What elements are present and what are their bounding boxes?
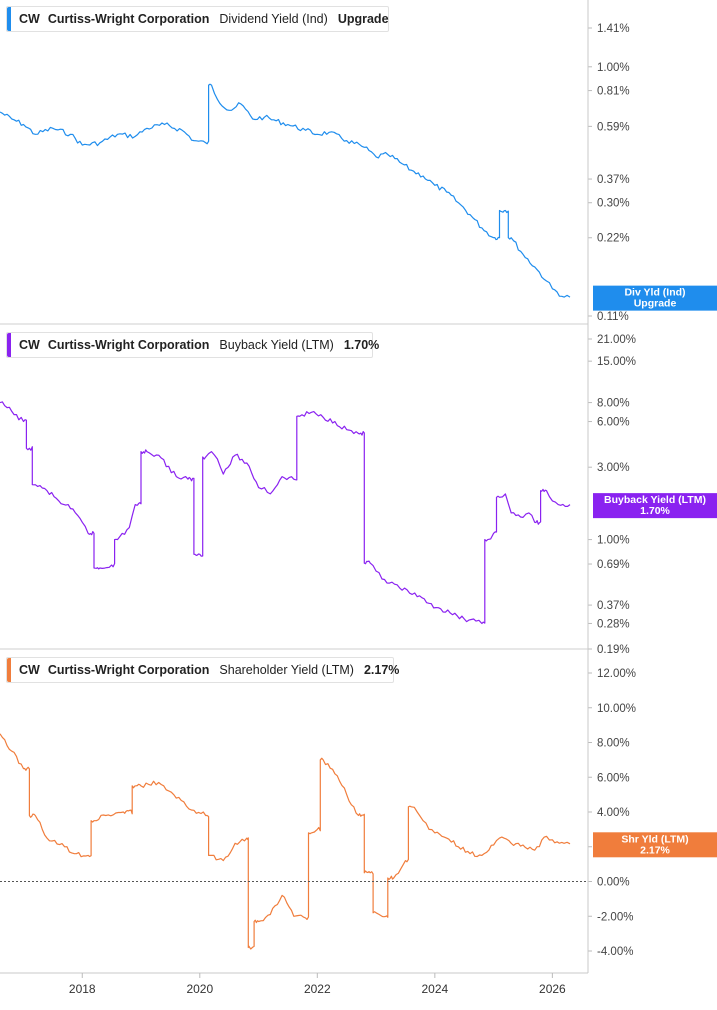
shareholder-panel-header[interactable]: CW Curtiss-Wright Corporation Shareholde…	[6, 657, 399, 683]
buyback-ticker: CW	[19, 338, 40, 352]
buyback-y-tick-label: 6.00%	[597, 417, 630, 429]
shareholder-series-line	[0, 733, 571, 950]
dividend-y-tick-label: 0.81%	[597, 86, 630, 98]
buyback-badge-bg	[593, 493, 717, 519]
dividend-y-tick-label: 0.11%	[597, 311, 629, 323]
x-tick-label: 2022	[304, 982, 331, 996]
buyback-y-tick-label: 0.19%	[597, 644, 630, 656]
buyback-color-bar	[7, 333, 11, 357]
dividend-badge-bg	[593, 285, 717, 311]
dividend-y-tick-label: 1.00%	[597, 62, 630, 74]
buyback-badge-line2: 1.70%	[640, 505, 670, 517]
dividend-badge-line2: Upgrade	[634, 298, 677, 310]
shareholder-y-tick-label: 8.00%	[597, 738, 630, 750]
buyback-y-tick-label: 1.00%	[597, 535, 630, 547]
shareholder-y-tick-label: 0.00%	[597, 877, 630, 889]
buyback-y-tick-label: 3.00%	[597, 462, 630, 474]
shareholder-company: Curtiss-Wright Corporation	[47, 663, 210, 677]
buyback-y-tick-label: 21.00%	[597, 334, 636, 346]
x-tick-label: 2024	[421, 982, 448, 996]
dividend-y-tick-label: 0.37%	[597, 174, 630, 186]
shareholder-y-tick-label: -2.00%	[597, 911, 633, 923]
dividend-y-tick-label: 0.22%	[597, 233, 630, 245]
buyback-y-tick-label: 0.28%	[597, 618, 630, 630]
buyback-metric: Buyback Yield (LTM)	[219, 338, 334, 352]
dividend-y-tick-label: 1.41%	[597, 23, 630, 35]
x-tick-label: 2020	[186, 982, 213, 996]
buyback-value-badge: Buyback Yield (LTM)1.70%	[593, 493, 717, 519]
buyback-y-tick-label: 0.37%	[597, 600, 630, 612]
dividend-series-line	[0, 83, 571, 298]
shareholder-y-tick-label: 12.00%	[597, 668, 636, 680]
shareholder-badge-bg	[593, 832, 717, 858]
buyback-y-tick-label: 15.00%	[597, 356, 636, 368]
axis-layer: 1.41% 1.00% 0.81% 0.59% 0.37% 0.30% 0.22% 0.11%…	[0, 0, 636, 996]
x-tick-label: 2018	[69, 982, 96, 996]
shareholder-y-tick-label: 4.00%	[597, 807, 630, 819]
shareholder-value-badge: Shr Yld (LTM)2.17%	[593, 832, 717, 858]
dividend-ticker: CW	[19, 12, 40, 26]
x-tick-label: 2026	[539, 982, 566, 996]
shareholder-color-bar	[7, 658, 11, 682]
shareholder-value: 2.17%	[363, 663, 400, 677]
buyback-badge-line1: Buyback Yield (LTM)	[604, 494, 706, 506]
dividend-y-tick-label: 0.30%	[597, 198, 630, 210]
shareholder-y-tick-label: 10.00%	[597, 703, 636, 715]
buyback-series-line	[0, 401, 571, 625]
dividend-color-bar	[7, 7, 11, 31]
buyback-y-tick-label: 0.69%	[597, 559, 630, 571]
shareholder-badge-line2: 2.17%	[640, 844, 670, 856]
buyback-panel-header[interactable]: CW Curtiss-Wright Corporation Buyback Yi…	[6, 332, 379, 358]
buyback-value: 1.70%	[343, 338, 380, 352]
shareholder-badge-line1: Shr Yld (LTM)	[621, 833, 688, 845]
shareholder-y-tick-label: -4.00%	[597, 946, 633, 958]
buyback-company: Curtiss-Wright Corporation	[47, 338, 210, 352]
buyback-y-tick-label: 8.00%	[597, 398, 630, 410]
dividend-panel-header[interactable]: CW Curtiss-Wright Corporation Dividend Y…	[6, 6, 389, 32]
dividend-value-badge: Div Yld (Ind)Upgrade	[593, 285, 717, 311]
dividend-badge-line1: Div Yld (Ind)	[624, 287, 685, 299]
dividend-y-tick-label: 0.59%	[597, 121, 630, 133]
shareholder-metric: Shareholder Yield (LTM)	[219, 663, 354, 677]
shareholder-y-tick-label: 6.00%	[597, 772, 630, 784]
shareholder-ticker: CW	[19, 663, 40, 677]
lines-layer	[0, 83, 571, 950]
dividend-value: Upgrade	[337, 12, 389, 26]
dividend-company: Curtiss-Wright Corporation	[47, 12, 210, 26]
dividend-metric: Dividend Yield (Ind)	[219, 12, 328, 26]
